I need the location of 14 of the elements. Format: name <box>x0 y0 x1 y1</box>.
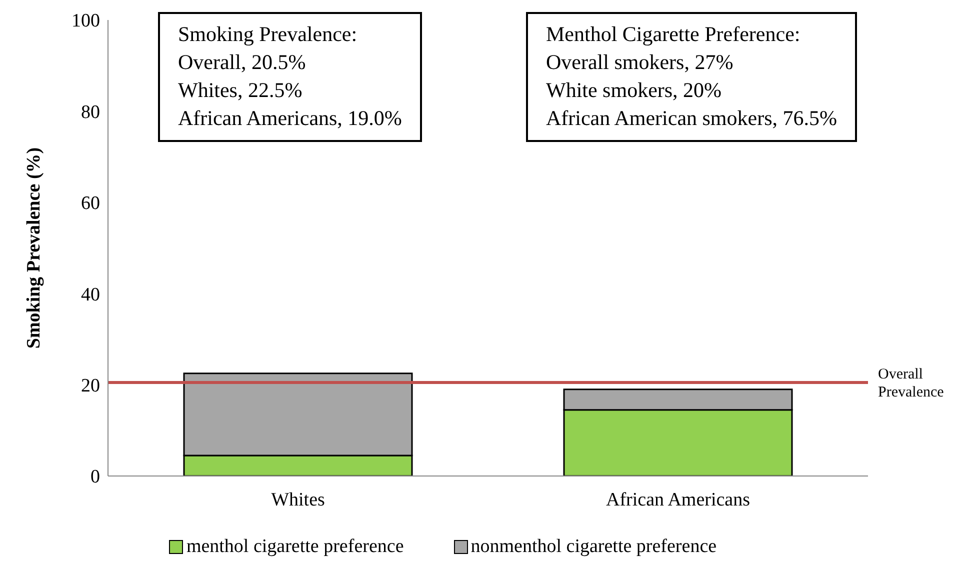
legend-label: menthol cigarette preference <box>185 536 404 558</box>
legend-label: nonmenthol cigarette preference <box>470 536 717 558</box>
ref-line-label: Overall Prevalence <box>878 366 944 401</box>
y-axis-title: Smoking Prevalence (%) <box>24 147 45 349</box>
x-tick-label: African Americans <box>606 489 750 510</box>
y-tick-label: 20 <box>81 376 100 397</box>
y-tick-label: 60 <box>81 193 100 214</box>
x-tick-label: Whites <box>271 489 325 510</box>
annotation: Smoking Prevalence: Overall, 20.5% Whites, 22.5% African Americans, 19.0% <box>158 12 422 142</box>
annotation: Menthol Cigarette Preference: Overall smokers, 27% White smokers, 20% African American smokers, 76.5% <box>526 12 857 142</box>
y-tick-label: 40 <box>81 284 100 306</box>
y-tick-label: 100 <box>72 10 100 32</box>
y-tick-label: 0 <box>90 466 100 488</box>
y-tick-label: 80 <box>81 102 100 123</box>
